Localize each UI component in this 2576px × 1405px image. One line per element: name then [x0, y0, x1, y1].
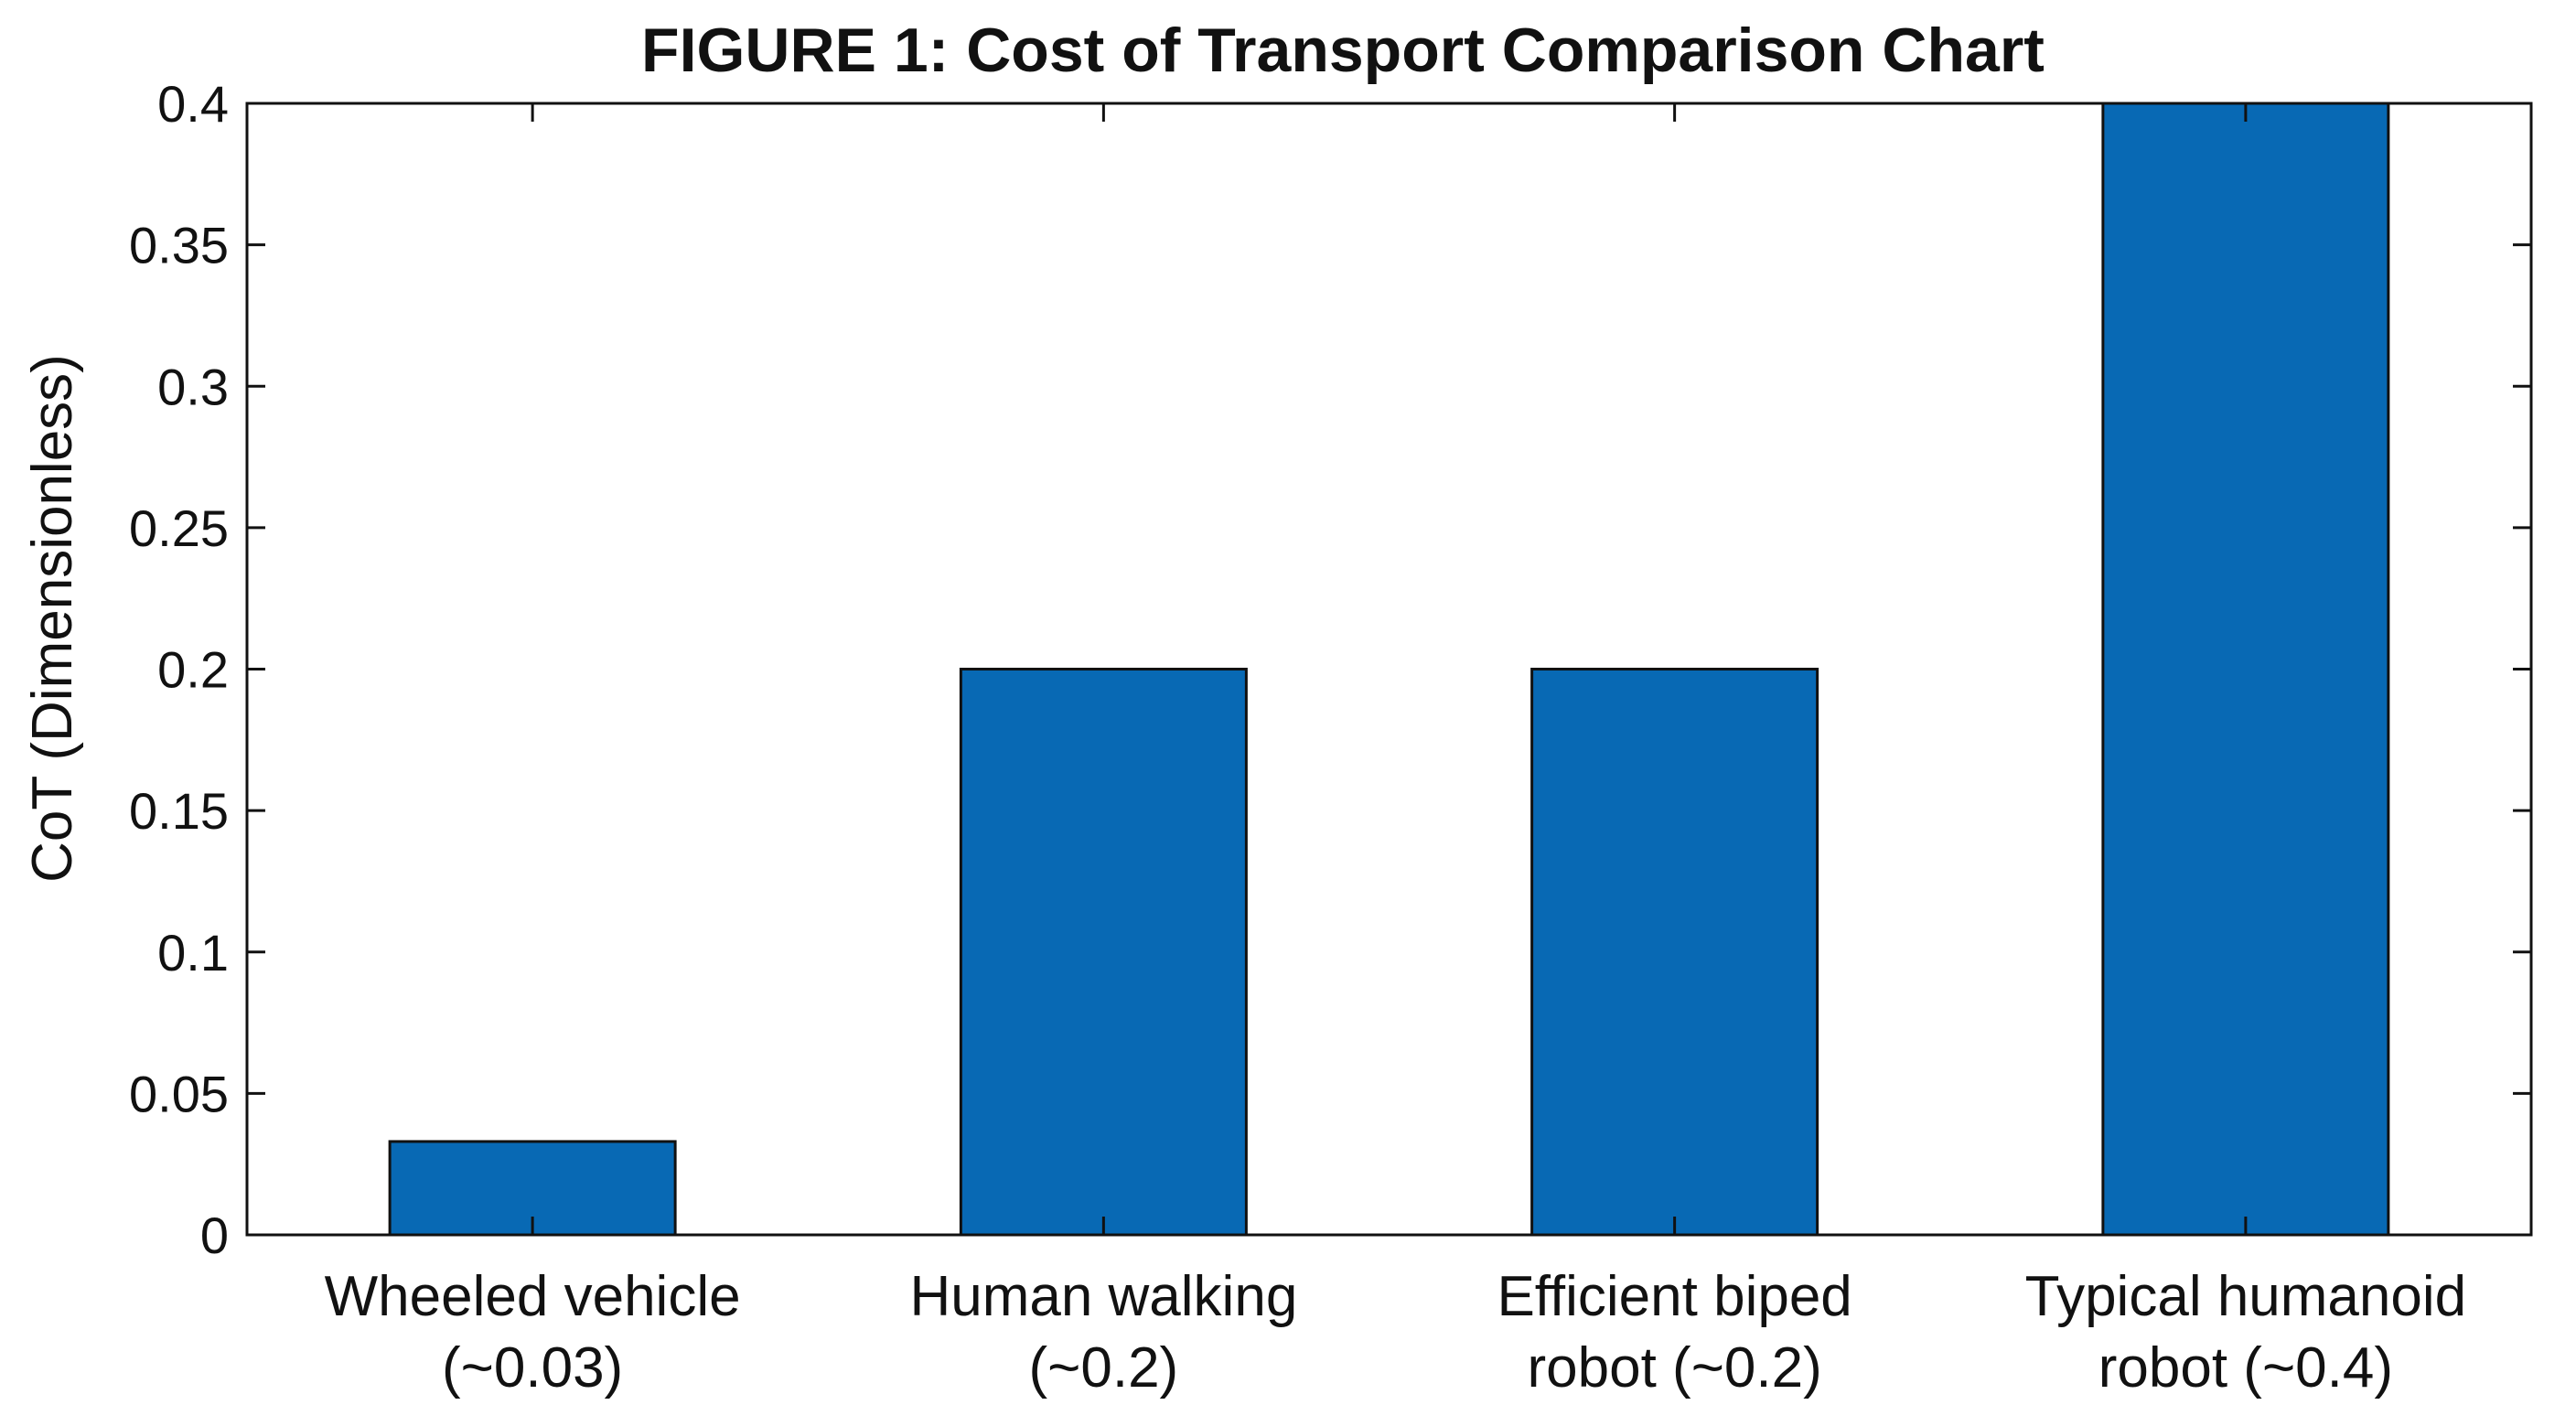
y-tick-label-2: 0.1: [157, 924, 229, 981]
y-tick-label-3: 0.15: [129, 782, 229, 840]
y-tick-label-7: 0.35: [129, 217, 229, 274]
y-tick-label-6: 0.3: [157, 358, 229, 415]
x-ticks: Wheeled vehicle (~0.03) Human walking (~0.2…: [325, 103, 2466, 1400]
bar-3: [2101, 102, 2390, 1237]
x-tick-label-3: Typical humanoid robot (~0.4): [2025, 1265, 2467, 1400]
y-axis-label: CoT (Dimensionless): [21, 354, 84, 883]
y-tick-label-1: 0.05: [129, 1065, 229, 1122]
x-tick-label-1-line-1: (~0.2): [1029, 1336, 1179, 1400]
y-tick-label-0: 0: [200, 1207, 229, 1264]
y-tick-label-5: 0.25: [129, 499, 229, 557]
bar-1: [959, 668, 1248, 1237]
x-tick-label-2: Efficient biped robot (~0.2): [1497, 1265, 1852, 1400]
x-tick-label-2-line-0: Efficient biped: [1497, 1265, 1852, 1328]
y-tick-label-4: 0.2: [157, 641, 229, 699]
x-tick-label-3-line-1: robot (~0.4): [2098, 1336, 2393, 1400]
bar-2: [1530, 668, 1819, 1237]
x-tick-label-0-line-1: (~0.03): [442, 1336, 623, 1400]
x-tick-label-2-line-1: robot (~0.2): [1528, 1336, 1822, 1400]
x-tick-label-0-line-0: Wheeled vehicle: [325, 1265, 741, 1328]
y-ticks: 0 0.05 0.1 0.15 0.2 0.25 0.3 0.35 0.4: [129, 75, 2531, 1264]
x-tick-label-1-line-0: Human walking: [909, 1265, 1297, 1328]
y-tick-label-8: 0.4: [157, 75, 229, 133]
x-tick-label-3-line-0: Typical humanoid: [2025, 1265, 2467, 1328]
chart-title: FIGURE 1: Cost of Transport Comparison C…: [641, 16, 2045, 85]
x-tick-label-0: Wheeled vehicle (~0.03): [325, 1265, 741, 1400]
bars: [388, 102, 2390, 1237]
x-tick-label-1: Human walking (~0.2): [909, 1265, 1297, 1400]
